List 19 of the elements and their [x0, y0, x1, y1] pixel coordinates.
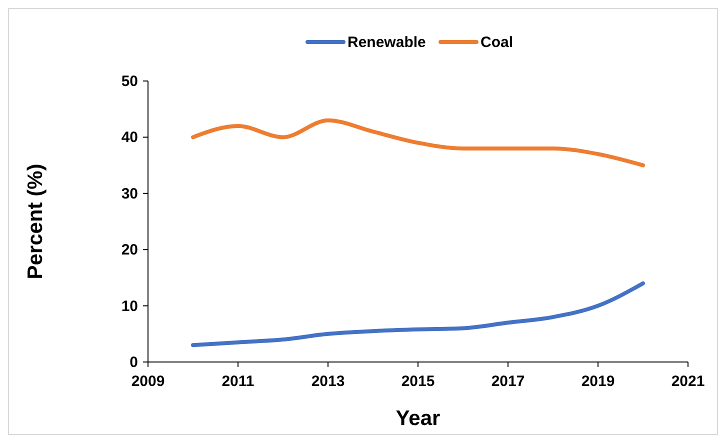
x-tick-label: 2009 — [131, 373, 165, 390]
line-series — [191, 281, 645, 348]
x-axis-title: Year — [396, 407, 440, 430]
x-tick-label: 2019 — [581, 373, 615, 390]
x-tick-label: 2011 — [222, 373, 254, 390]
x-tick-label: 2013 — [311, 373, 345, 390]
y-tick-label: 0 — [130, 354, 138, 371]
y-tick-label: 20 — [121, 242, 138, 259]
x-tick-label: 2015 — [401, 373, 435, 390]
x-tick-label: 2017 — [491, 373, 525, 390]
y-tick-label: 40 — [121, 129, 138, 146]
legend-label: Coal — [480, 34, 514, 51]
y-axis-title: Percent (%) — [24, 164, 47, 280]
x-tick-label: 2021 — [671, 373, 705, 390]
y-tick-label: 50 — [121, 73, 138, 90]
line-series — [191, 118, 645, 168]
legend-label: Renewable — [348, 34, 426, 51]
y-tick-label: 10 — [121, 298, 138, 315]
y-tick-label: 30 — [121, 185, 138, 202]
